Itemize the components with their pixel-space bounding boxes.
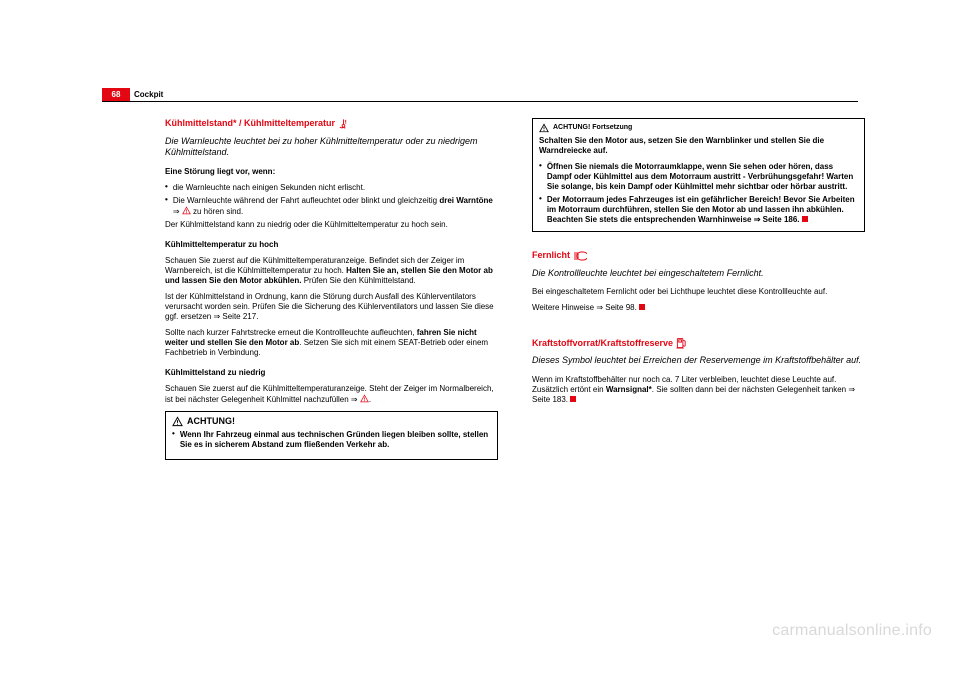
- achtung-box-left: ACHTUNG! • Wenn Ihr Fahrzeug einmal aus …: [165, 411, 498, 460]
- achtung-box-right: ACHTUNG! Fortsetzung Schalten Sie den Mo…: [532, 118, 865, 232]
- hb-p2: Weitere Hinweise ⇒ Seite 98.: [532, 303, 637, 312]
- warning-triangle-icon: [172, 416, 183, 427]
- bullet-dot: •: [165, 183, 168, 193]
- temp-high-p2: Ist der Kühlmittelstand in Ordnung, kann…: [165, 292, 498, 322]
- page: 68 Cockpit Kühlmittelstand* / Kühlmittel…: [0, 0, 960, 678]
- fault-bullet-1: • die Warnleuchte nach einigen Sekunden …: [165, 183, 498, 193]
- fuel-pump-icon: [676, 337, 687, 349]
- high-beam-subtitle: Die Kontrollleuchte leuchtet bei eingesc…: [532, 268, 865, 280]
- achtung-cont-title-row: ACHTUNG! Fortsetzung: [539, 123, 858, 133]
- fb2-b: drei Warntöne: [439, 196, 492, 205]
- achtung-cont-b2: • Der Motorraum jedes Fahrzeuges ist ein…: [539, 195, 858, 225]
- fuel-reserve-subtitle: Dieses Symbol leuchtet bei Erreichen der…: [532, 355, 865, 367]
- section-title: Cockpit: [134, 90, 163, 99]
- achtung-cont-b2-text: Der Motorraum jedes Fahrzeuges ist ein g…: [547, 195, 858, 225]
- ll-a: Schauen Sie zuerst auf die Kühlmitteltem…: [165, 384, 494, 404]
- end-square-icon: [639, 304, 645, 310]
- acb2-text: Der Motorraum jedes Fahrzeuges ist ein g…: [547, 195, 855, 224]
- achtung-cont-p1: Schalten Sie den Motor aus, setzen Sie d…: [539, 136, 858, 156]
- fb2-d: zu hören sind.: [191, 207, 243, 216]
- temp-high-p3: Sollte nach kurzer Fahrtstrecke erneut d…: [165, 328, 498, 358]
- heading-coolant: Kühlmittelstand* / Kühlmitteltemperatur: [165, 118, 498, 130]
- fuel-reserve-text: Kraftstoffvorrat/Kraftstoffreserve: [532, 338, 673, 350]
- bullet-dot: •: [539, 195, 542, 225]
- temp-high-p1: Schauen Sie zuerst auf die Kühlmitteltem…: [165, 256, 498, 286]
- heading-coolant-text: Kühlmittelstand* / Kühlmitteltemperatur: [165, 118, 335, 130]
- fault-bullet-1-text: die Warnleuchte nach einigen Sekunden ni…: [173, 183, 498, 193]
- end-square-icon: [570, 396, 576, 402]
- heading-temp-high: Kühlmitteltemperatur zu hoch: [165, 240, 498, 250]
- achtung-cont-b1: • Öffnen Sie niemals die Motorraumklappe…: [539, 162, 858, 192]
- high-beam-p1: Bei eingeschaltetem Fernlicht oder bei L…: [532, 287, 865, 297]
- achtung-cont-title: ACHTUNG! Fortsetzung: [553, 124, 632, 133]
- heading-high-beam: Fernlicht: [532, 250, 865, 262]
- warning-triangle-icon: [182, 206, 191, 215]
- hb-p1: Bei eingeschaltetem Fernlicht oder bei L…: [532, 287, 827, 296]
- high-beam-p2: Weitere Hinweise ⇒ Seite 98.: [532, 303, 865, 313]
- fault-bullet-2: • Die Warnleuchte während der Fahrt aufl…: [165, 196, 498, 217]
- bullet-dot: •: [539, 162, 542, 192]
- fault-lead: Eine Störung liegt vor, wenn:: [165, 167, 498, 177]
- ll-b: .: [369, 395, 371, 404]
- coolant-subtitle: Die Warnleuchte leuchtet bei zu hoher Kü…: [165, 136, 498, 159]
- fb2-c: ⇒: [173, 207, 182, 216]
- coolant-temp-icon: [338, 118, 349, 129]
- th-c: Prüfen Sie den Kühlmittelstand.: [301, 276, 415, 285]
- th3-a: Sollte nach kurzer Fahrtstrecke erneut d…: [165, 328, 417, 337]
- bullet-dot: •: [172, 430, 175, 450]
- warning-triangle-icon: [360, 394, 369, 403]
- fault-bullet-2-text: Die Warnleuchte während der Fahrt aufleu…: [173, 196, 498, 217]
- achtung-cont-b1-text: Öffnen Sie niemals die Motorraumklappe, …: [547, 162, 858, 192]
- fuel-reserve-p1: Wenn im Kraftstoffbehälter nur noch ca. …: [532, 375, 865, 405]
- achtung-title: ACHTUNG!: [187, 416, 235, 427]
- achtung-title-row: ACHTUNG!: [172, 416, 491, 427]
- achtung-left-text: Wenn Ihr Fahrzeug einmal aus technischen…: [180, 430, 491, 450]
- warning-triangle-icon: [539, 123, 549, 133]
- heading-fuel-reserve: Kraftstoffvorrat/Kraftstoffreserve: [532, 337, 865, 349]
- level-low-p1: Schauen Sie zuerst auf die Kühlmitteltem…: [165, 384, 498, 405]
- header-rule: [102, 101, 858, 102]
- heading-level-low: Kühlmittelstand zu niedrig: [165, 368, 498, 378]
- page-number-tab: 68: [102, 88, 130, 101]
- content-columns: Kühlmittelstand* / Kühlmitteltemperatur …: [165, 118, 865, 460]
- achtung-left-bullet: • Wenn Ihr Fahrzeug einmal aus technisch…: [172, 430, 491, 450]
- high-beam-icon: [573, 251, 587, 261]
- left-column: Kühlmittelstand* / Kühlmitteltemperatur …: [165, 118, 498, 460]
- fr-b: Warnsignal*: [606, 385, 652, 394]
- end-square-icon: [802, 216, 808, 222]
- page-header: 68 Cockpit: [102, 88, 858, 102]
- fb2-a: Die Warnleuchte während der Fahrt aufleu…: [173, 196, 440, 205]
- high-beam-text: Fernlicht: [532, 250, 570, 262]
- right-column: ACHTUNG! Fortsetzung Schalten Sie den Mo…: [532, 118, 865, 460]
- coolant-p1: Der Kühlmittelstand kann zu niedrig oder…: [165, 220, 498, 230]
- bullet-dot: •: [165, 196, 168, 217]
- watermark: carmanualsonline.info: [772, 622, 932, 640]
